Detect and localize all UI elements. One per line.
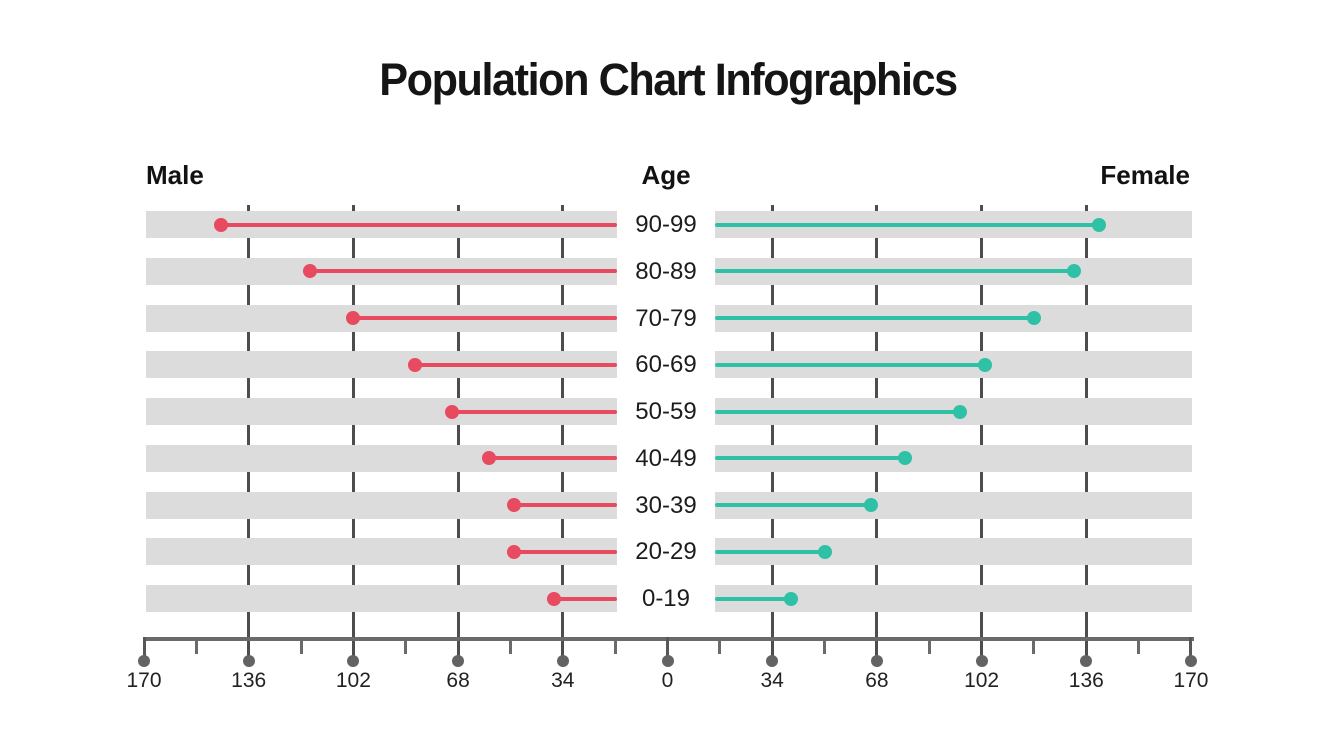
axis-minor-tick [927,637,931,654]
gridline [351,205,355,658]
female-value-line [715,409,961,414]
axis-tick-dot [452,655,465,667]
age-group-label: 40-49 [635,444,697,472]
axis-tick-label: 136 [1068,669,1104,692]
axis-tick-dot [138,655,150,667]
chart-title: Population Chart Infographics [379,54,958,105]
male-row-band [146,585,617,612]
axis-tick-label: 0 [661,669,674,692]
axis-minor-tick [1032,637,1036,654]
age-group-label: 60-69 [635,351,697,379]
female-column-header: Female [1100,160,1190,190]
axis-tick-label: 102 [335,669,371,692]
axis-major-tick [666,637,669,658]
male-value-line [310,269,617,274]
axis-tick-dot [556,655,569,667]
female-value-dot [863,498,878,512]
axis-minor-tick [718,637,722,654]
axis-tick-label: 102 [964,669,1000,692]
axis-minor-tick [823,637,827,654]
male-column-header: Male [146,160,204,190]
axis-minor-tick [613,637,617,654]
axis-tick-label: 170 [126,669,162,692]
age-column-header: Age [641,160,691,190]
female-value-line [715,316,1034,320]
axis-minor-tick [1137,637,1141,654]
axis-tick-dot [975,655,988,667]
female-value-dot [817,544,832,559]
male-value-dot [444,404,459,419]
male-value-line [488,456,617,461]
axis-major-tick [1189,637,1193,658]
axis-tick-dot [1184,655,1197,667]
female-value-dot [897,451,912,466]
axis-tick-dot [347,655,360,667]
axis-minor-tick [508,637,512,654]
gridline [247,205,251,658]
female-value-line [715,222,1099,227]
age-group-label: 90-99 [635,211,697,238]
gridline [456,205,460,658]
female-value-dot [1066,264,1081,279]
axis-tick-dot [242,655,255,667]
axis-tick-label: 170 [1173,669,1209,692]
gridline [875,205,879,658]
age-group-label: 0-19 [641,585,691,612]
axis-tick-dot [661,655,674,667]
female-value-line [715,362,985,367]
male-value-dot [346,311,361,325]
female-value-dot [783,591,798,606]
male-value-dot [213,217,228,232]
female-value-line [715,456,905,461]
male-value-dot [506,544,521,559]
age-group-label: 50-59 [635,398,697,425]
female-value-dot [1026,311,1041,325]
female-value-line [715,269,1074,274]
axis-tick-label: 68 [446,669,470,692]
axis-tick-label: 34 [760,669,784,692]
male-value-dot [546,591,561,606]
axis-tick-dot [766,655,779,667]
male-value-dot [303,264,318,279]
axis-tick-label: 68 [865,669,889,692]
male-value-dot [407,357,422,372]
axis-tick-label: 34 [551,669,575,692]
male-value-line [451,409,617,414]
age-group-label: 70-79 [635,304,697,332]
female-value-dot [977,357,992,372]
axis-minor-tick [299,637,303,654]
male-value-line [220,222,617,227]
female-value-line [715,503,871,507]
gridline [561,205,565,658]
female-value-line [715,596,791,601]
age-group-label: 80-89 [635,257,697,285]
gridline [1084,205,1088,658]
axis-tick-label: 136 [231,669,267,692]
female-value-dot [953,404,968,419]
male-value-line [513,503,617,507]
female-value-line [715,549,825,554]
female-value-dot [1091,217,1106,232]
male-value-line [513,549,617,554]
axis-minor-tick [404,637,408,654]
male-value-line [414,362,617,367]
age-group-label: 20-29 [635,538,697,566]
male-value-line [553,596,617,601]
axis-major-tick [142,637,146,658]
axis-minor-tick [194,637,198,654]
axis-tick-dot [870,655,883,667]
age-group-label: 30-39 [635,491,697,519]
axis-tick-dot [1080,655,1093,667]
male-value-dot [506,498,521,512]
male-value-line [353,316,617,320]
gridline [770,205,774,658]
male-value-dot [481,451,496,466]
gridline [980,205,984,658]
